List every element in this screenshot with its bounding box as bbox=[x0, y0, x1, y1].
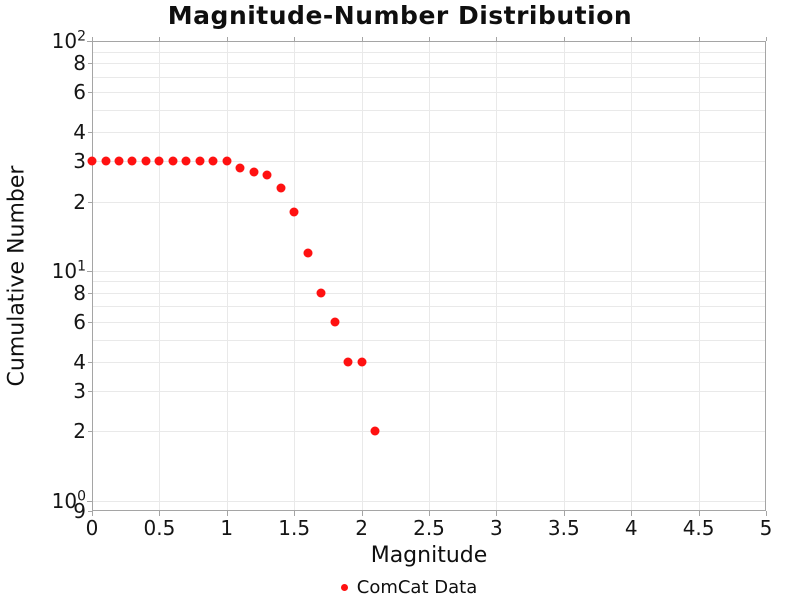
x-tick-mark bbox=[429, 511, 430, 516]
data-point bbox=[343, 357, 353, 367]
v-gridline bbox=[496, 41, 498, 511]
y-tick-mark bbox=[88, 201, 92, 203]
y-tick-mark bbox=[88, 321, 92, 323]
y-tick-mark bbox=[88, 92, 92, 93]
x-tick-mark-top bbox=[766, 37, 767, 41]
legend-label: ComCat Data bbox=[356, 576, 478, 598]
y-minor-tick-label: 8 bbox=[73, 51, 86, 76]
data-point bbox=[289, 207, 299, 217]
v-gridline bbox=[159, 41, 161, 511]
x-tick-mark-top bbox=[429, 37, 430, 41]
data-point bbox=[195, 156, 205, 166]
data-point bbox=[181, 156, 191, 166]
plot-area bbox=[92, 41, 766, 511]
x-tick-mark-top bbox=[92, 37, 93, 41]
x-tick-label: 3 bbox=[490, 516, 503, 540]
x-tick-mark-top bbox=[226, 37, 228, 41]
x-tick-label: 0.5 bbox=[143, 516, 176, 540]
x-tick-label: 5 bbox=[759, 516, 773, 540]
x-tick-mark bbox=[563, 511, 565, 516]
data-point bbox=[127, 156, 137, 166]
data-point bbox=[222, 156, 232, 166]
y-tick-mark bbox=[88, 293, 92, 294]
x-tick-mark-top bbox=[698, 37, 700, 41]
y-tick-mark bbox=[88, 362, 92, 364]
y-tick-mark bbox=[88, 511, 92, 512]
x-tick-mark-top bbox=[563, 37, 565, 41]
y-minor-tick-label: 4 bbox=[73, 350, 86, 375]
data-point bbox=[87, 156, 97, 166]
data-point bbox=[208, 156, 218, 166]
y-minor-tick-label: 6 bbox=[73, 309, 86, 334]
x-tick-mark-top bbox=[496, 37, 498, 41]
data-point bbox=[357, 357, 367, 367]
y-tick-mark bbox=[88, 132, 92, 134]
x-tick-label: 4 bbox=[624, 516, 638, 540]
x-tick-mark-top bbox=[631, 37, 633, 41]
data-point bbox=[262, 170, 272, 180]
x-tick-label: 2.5 bbox=[413, 516, 445, 540]
data-point bbox=[168, 156, 178, 166]
data-point bbox=[316, 288, 326, 298]
x-tick-mark bbox=[631, 511, 633, 516]
y-minor-tick-label: 6 bbox=[73, 80, 86, 104]
y-major-tick-label: 101 bbox=[51, 258, 86, 283]
y-major-tick-label: 102 bbox=[51, 28, 86, 53]
x-tick-mark bbox=[361, 511, 363, 516]
data-point bbox=[370, 426, 380, 436]
x-tick-label: 3.5 bbox=[547, 516, 580, 540]
x-tick-mark-top bbox=[361, 37, 363, 41]
chart-title: Magnitude-Number Distribution bbox=[167, 1, 633, 30]
y-tick-mark bbox=[88, 63, 92, 65]
y-minor-tick-label: 3 bbox=[73, 378, 86, 403]
x-tick-mark bbox=[698, 511, 700, 516]
y-minor-tick-label: 2 bbox=[73, 419, 86, 444]
y-major-tick-label: 100 bbox=[51, 487, 86, 513]
y-tick-mark bbox=[88, 431, 92, 433]
data-point bbox=[141, 156, 151, 166]
y-tick-mark bbox=[87, 500, 92, 502]
x-tick-mark bbox=[92, 511, 93, 516]
x-tick-mark bbox=[159, 511, 161, 516]
y-minor-tick-label: 3 bbox=[73, 149, 86, 174]
y-minor-tick-label: 4 bbox=[73, 120, 86, 145]
y-minor-tick-label: 2 bbox=[73, 189, 86, 214]
v-gridline bbox=[361, 41, 363, 511]
data-point bbox=[101, 156, 110, 166]
v-gridline bbox=[429, 41, 430, 511]
v-gridline bbox=[563, 41, 565, 511]
x-tick-label: 2 bbox=[355, 516, 368, 540]
data-point bbox=[249, 167, 259, 177]
y-tick-mark bbox=[87, 270, 92, 272]
x-tick-label: 1 bbox=[220, 516, 234, 540]
v-gridline bbox=[294, 41, 296, 511]
v-gridline bbox=[698, 41, 700, 511]
data-point bbox=[235, 163, 245, 173]
data-point bbox=[276, 183, 286, 193]
x-tick-mark-top bbox=[159, 37, 161, 41]
data-point bbox=[154, 156, 164, 166]
y-tick-mark bbox=[88, 390, 92, 392]
x-axis-label: Magnitude bbox=[370, 543, 488, 568]
y-tick-mark bbox=[87, 41, 92, 42]
x-tick-mark bbox=[766, 511, 767, 516]
x-tick-label: 4.5 bbox=[682, 516, 715, 540]
x-tick-label: 0 bbox=[85, 516, 99, 540]
v-gridline bbox=[631, 41, 633, 511]
x-tick-mark-top bbox=[294, 37, 296, 41]
x-tick-mark bbox=[294, 511, 296, 516]
x-tick-label: 1.5 bbox=[278, 516, 311, 540]
v-gridline bbox=[226, 41, 228, 511]
y-minor-tick-label: 9 bbox=[73, 499, 86, 523]
data-point bbox=[114, 156, 124, 166]
data-point bbox=[303, 248, 313, 258]
legend-marker-icon bbox=[340, 583, 348, 591]
x-tick-mark bbox=[226, 511, 228, 516]
y-minor-tick-label: 8 bbox=[73, 281, 86, 305]
legend: ComCat Data bbox=[0, 575, 800, 599]
data-point bbox=[330, 317, 340, 327]
x-tick-mark bbox=[496, 511, 498, 516]
